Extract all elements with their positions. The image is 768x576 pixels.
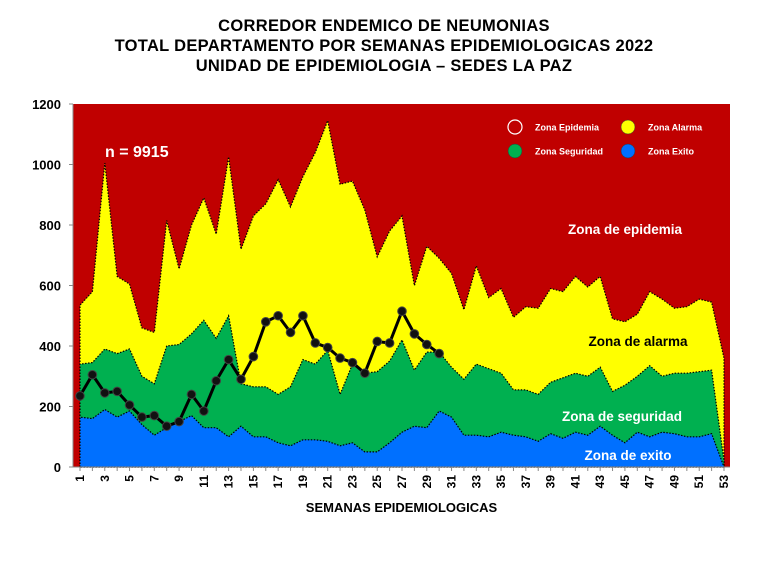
n-annotation: n = 9915: [105, 144, 169, 161]
y-tick-label: 800: [39, 218, 61, 233]
label-zona-exito: Zona de exito: [584, 448, 671, 463]
cases-point: [161, 421, 172, 431]
cases-point: [397, 306, 407, 317]
x-tick-label: 15: [246, 475, 260, 489]
x-tick-label: 19: [296, 475, 310, 489]
label-zona-epidemia: Zona de epidemia: [568, 222, 683, 237]
cases-point: [335, 353, 345, 363]
cases-point: [360, 368, 370, 379]
label-zona-seguridad: Zona de seguridad: [562, 409, 682, 424]
chart-title-line-1: CORREDOR ENDEMICO DE NEUMONIAS: [218, 17, 550, 35]
legend-label: Zona Epidemia: [535, 123, 600, 133]
cases-point: [298, 310, 308, 321]
y-tick-label: 0: [54, 460, 61, 475]
legend-marker-zona-exito: [620, 143, 636, 159]
chart-title-line-3: UNIDAD DE EPIDEMIOLOGIA – SEDES LA PAZ: [195, 57, 573, 75]
cases-point: [124, 400, 135, 410]
cases-point: [223, 354, 234, 365]
cases-point: [87, 369, 98, 380]
x-tick-label: 47: [643, 475, 657, 489]
x-tick-label: 17: [271, 475, 285, 489]
cases-point: [347, 357, 358, 368]
x-tick-label: 39: [544, 475, 558, 489]
x-tick-label: 31: [445, 475, 459, 489]
x-tick-label: 33: [469, 475, 483, 489]
x-tick-label: 43: [593, 475, 607, 489]
x-tick-label: 5: [123, 475, 137, 482]
x-tick-label: 27: [395, 475, 409, 489]
x-tick-label: 29: [420, 475, 434, 489]
y-tick-label: 600: [39, 279, 61, 294]
x-tick-label: 1: [73, 475, 87, 482]
chart-title-line-2: TOTAL DEPARTAMENTO POR SEMANAS EPIDEMIOL…: [114, 37, 654, 55]
cases-point: [236, 374, 246, 385]
cases-point: [112, 386, 122, 397]
x-tick-label: 11: [197, 475, 211, 488]
x-tick-label: 37: [519, 475, 533, 489]
x-tick-label: 45: [618, 475, 632, 489]
cases-point: [285, 327, 296, 338]
x-tick-label: 3: [98, 475, 112, 482]
legend-label: Zona Alarma: [648, 123, 703, 133]
y-tick-label: 1200: [32, 97, 61, 112]
cases-point: [149, 410, 160, 421]
cases-point: [384, 338, 395, 348]
cases-point: [372, 336, 383, 347]
legend-marker-zona-seguridad: [507, 143, 523, 159]
y-tick-label: 1000: [32, 158, 61, 173]
x-tick-label: 41: [568, 475, 582, 489]
cases-point: [409, 329, 420, 339]
x-axis-title: SEMANAS EPIDEMIOLOGICAS: [306, 500, 498, 515]
cases-point: [273, 310, 283, 321]
x-tick-label: 23: [345, 475, 359, 489]
cases-point: [421, 339, 432, 350]
x-tick-label: 13: [222, 475, 236, 489]
x-tick-label: 7: [147, 475, 161, 482]
x-tick-label: 53: [717, 475, 731, 489]
cases-point: [186, 389, 197, 400]
cases-point: [75, 391, 85, 401]
cases-point: [322, 342, 333, 353]
legend-label: Zona Exito: [648, 147, 695, 157]
label-zona-alarma: Zona de alarma: [588, 334, 688, 349]
cases-point: [99, 388, 110, 398]
cases-point: [211, 375, 222, 386]
x-tick-label: 21: [321, 475, 335, 489]
cases-point: [434, 348, 444, 359]
cases-point: [248, 351, 259, 362]
cases-point: [174, 416, 184, 427]
x-tick-label: 49: [667, 475, 681, 489]
y-tick-label: 200: [39, 400, 61, 415]
y-tick-label: 400: [39, 339, 61, 354]
x-tick-label: 25: [370, 475, 384, 489]
cases-point: [310, 338, 321, 348]
x-tick-label: 35: [494, 475, 508, 489]
cases-point: [199, 406, 209, 416]
cases-point: [260, 317, 271, 327]
legend-marker-zona-alarma: [620, 119, 636, 135]
x-tick-label: 9: [172, 475, 186, 482]
x-tick-label: 51: [692, 475, 706, 489]
legend-marker-zona-epidemia: [507, 119, 523, 135]
legend-label: Zona Seguridad: [535, 147, 603, 157]
cases-point: [137, 412, 147, 422]
